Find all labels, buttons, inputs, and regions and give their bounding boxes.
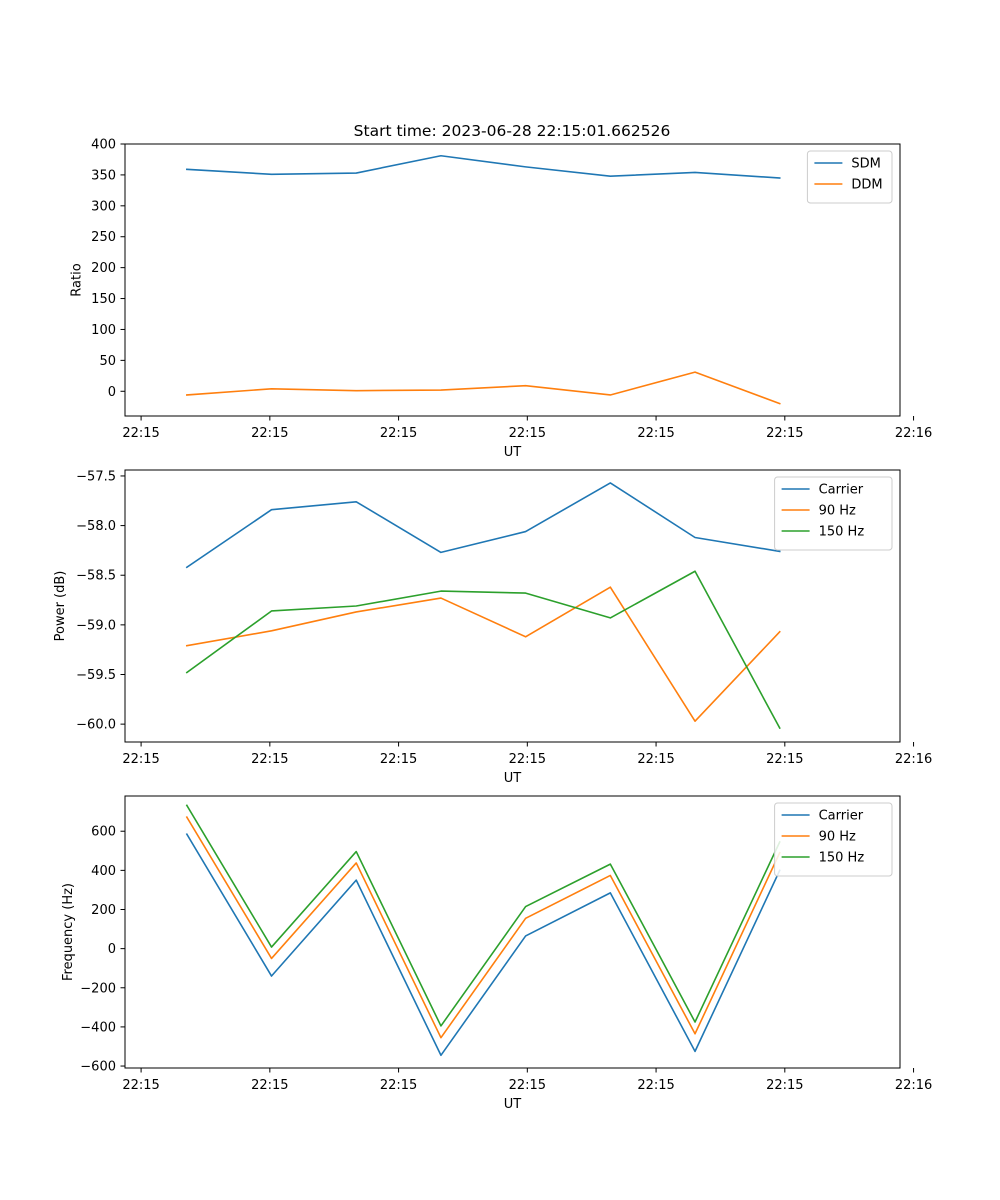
ratio-series-line-2 — [185, 371, 781, 405]
frequency-x-tick-label-1: 22:15 — [122, 1078, 159, 1093]
power-x-tick-label-2: 22:15 — [251, 752, 288, 767]
ratio-plot-frame — [124, 143, 901, 417]
frequency-x-tick-label-6: 22:15 — [766, 1078, 803, 1093]
frequency-plot-frame — [124, 795, 901, 1069]
power-legend-label-3: 150 Hz — [819, 525, 865, 540]
power-y-tick-label-1: −60.0 — [76, 718, 116, 733]
ratio-x-tick-label-6: 22:15 — [766, 426, 803, 441]
power-y-tick-label-5: −58.0 — [76, 519, 116, 534]
power-y-tick-label-3: −59.0 — [76, 618, 116, 633]
figure-title: Start time: 2023-06-28 22:15:01.662526 — [354, 122, 671, 140]
frequency-x-tick-label-2: 22:15 — [251, 1078, 288, 1093]
frequency-y-tick-label-4: 0 — [108, 942, 116, 957]
power-y-tick-label-4: −58.5 — [76, 569, 116, 584]
ratio-y-tick-label-4: 150 — [91, 292, 116, 307]
frequency-y-tick-label-7: 600 — [91, 825, 116, 840]
frequency-x-tick-label-5: 22:15 — [637, 1078, 674, 1093]
ratio-y-tick-label-5: 200 — [91, 261, 116, 276]
frequency-series-line-1 — [185, 833, 781, 1057]
power-x-tick-label-6: 22:15 — [766, 752, 803, 767]
ratio-legend: SDM DDM — [806, 150, 893, 204]
ratio-y-tick-label-1: 0 — [108, 385, 116, 400]
power-plot-frame — [124, 469, 901, 743]
power-x-tick-label-3: 22:15 — [380, 752, 417, 767]
ratio-legend-box — [806, 150, 893, 204]
power-series-line-2 — [185, 586, 781, 722]
frequency-y-tick-label-2: −400 — [80, 1020, 116, 1035]
axes-container: 22:15 22:15 22:15 22:15 22:15 22:15 22:16 0 50 10… — [53, 138, 932, 1113]
frequency-x-tick-label-3: 22:15 — [380, 1078, 417, 1093]
ratio-y-tick-label-9: 400 — [91, 138, 116, 153]
frequency-series-line-3 — [185, 804, 781, 1027]
power-x-tick-label-4: 22:15 — [509, 752, 546, 767]
frequency-legend: Carrier 90 Hz 150 Hz — [774, 802, 893, 877]
frequency-y-tick-label-1: −600 — [80, 1060, 116, 1075]
power-series-line-1 — [185, 482, 781, 569]
ratio-x-tick-label-7: 22:16 — [895, 426, 932, 441]
frequency-y-tick-label-6: 400 — [91, 864, 116, 879]
ratio-x-tick-label-2: 22:15 — [251, 426, 288, 441]
ratio-series-line-1 — [185, 154, 781, 179]
power-x-tick-label-7: 22:16 — [895, 752, 932, 767]
ratio-y-tick-label-8: 350 — [91, 168, 116, 183]
power-axes: 22:15 22:15 22:15 22:15 22:15 22:15 22:16 −60.0… — [53, 469, 932, 786]
ratio-y-tick-label-7: 300 — [91, 199, 116, 214]
power-y-tick-label-6: −57.5 — [76, 469, 116, 484]
power-y-tick-label-2: −59.5 — [76, 668, 116, 683]
power-legend-label-2: 90 Hz — [819, 504, 856, 519]
frequency-x-axis-label: UT — [504, 1097, 522, 1112]
frequency-legend-label-2: 90 Hz — [819, 830, 856, 845]
frequency-x-tick-label-4: 22:15 — [509, 1078, 546, 1093]
ratio-legend-label-1: SDM — [851, 157, 880, 172]
power-x-tick-label-1: 22:15 — [122, 752, 159, 767]
ratio-y-tick-label-6: 250 — [91, 230, 116, 245]
ratio-axes: 22:15 22:15 22:15 22:15 22:15 22:15 22:16 0 50 10… — [69, 138, 932, 461]
ratio-x-tick-label-4: 22:15 — [509, 426, 546, 441]
frequency-x-tick-label-7: 22:16 — [895, 1078, 932, 1093]
power-legend-label-1: Carrier — [819, 483, 864, 498]
power-series-line-3 — [185, 570, 781, 730]
power-x-tick-label-5: 22:15 — [637, 752, 674, 767]
frequency-axes: 22:15 22:15 22:15 22:15 22:15 22:15 22:16 −600 −… — [61, 795, 932, 1112]
frequency-y-tick-label-5: 200 — [91, 903, 116, 918]
frequency-y-tick-label-3: −200 — [80, 981, 116, 996]
frequency-legend-label-3: 150 Hz — [819, 851, 865, 866]
frequency-series-line-2 — [185, 816, 781, 1039]
ratio-x-axis-label: UT — [504, 445, 522, 460]
ratio-y-tick-label-3: 100 — [91, 323, 116, 338]
ratio-y-axis-label: Ratio — [69, 263, 84, 296]
power-y-axis-label: Power (dB) — [53, 571, 68, 642]
ratio-y-tick-label-2: 50 — [99, 354, 116, 369]
power-x-axis-label: UT — [504, 771, 522, 786]
power-legend: Carrier 90 Hz 150 Hz — [774, 476, 893, 551]
frequency-y-axis-label: Frequency (Hz) — [61, 883, 76, 981]
ratio-x-tick-label-5: 22:15 — [637, 426, 674, 441]
ratio-x-tick-label-3: 22:15 — [380, 426, 417, 441]
ratio-legend-label-2: DDM — [851, 178, 882, 193]
ratio-x-tick-label-1: 22:15 — [122, 426, 159, 441]
frequency-legend-label-1: Carrier — [819, 809, 864, 824]
